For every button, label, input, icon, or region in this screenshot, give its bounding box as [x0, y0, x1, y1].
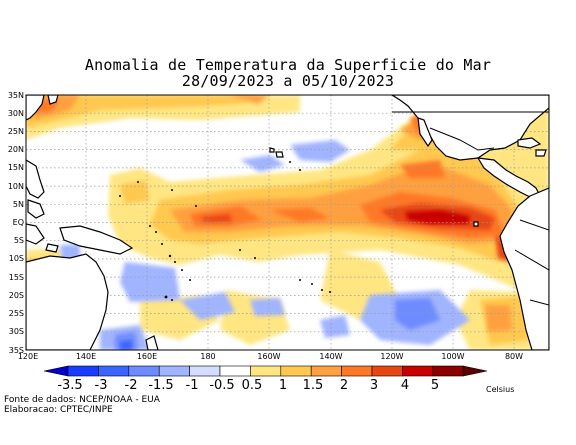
- colorbar-label: 0.5: [242, 378, 263, 393]
- colorbar-label: 2: [340, 378, 348, 393]
- colorbar-label: 4: [401, 378, 409, 393]
- colorbar-swatch: [98, 365, 130, 377]
- colorbar-swatch: [310, 365, 342, 377]
- colorbar-label: 5: [431, 378, 439, 393]
- lat-label: 30N: [8, 109, 24, 118]
- colorbar-swatch: [371, 365, 403, 377]
- colorbar-label: -0.5: [209, 378, 234, 393]
- author-credit: Elaboracao: CPTEC/INPE: [4, 405, 113, 415]
- anomaly-field: [26, 95, 549, 350]
- lon-label: 120W: [380, 352, 403, 361]
- lat-label: 20S: [9, 291, 24, 300]
- lat-label: EQ: [13, 218, 24, 227]
- colorbar-swatch: [128, 365, 160, 377]
- colorbar-swatch: [341, 365, 373, 377]
- lat-label: 35S: [9, 346, 24, 355]
- colorbar-label: -3.5: [57, 378, 82, 393]
- colorbar-labels: -3.5 -3 -2 -1.5 -1 -0.5 0.5 1 1.5 2 3 4 …: [57, 378, 439, 393]
- colorbar-label: -2: [125, 378, 138, 393]
- latitude-axis: 35N 30N 25N 20N 15N 10N 5N EQ 5S 10S 15S…: [8, 91, 24, 355]
- colorbar-label: 1: [279, 378, 287, 393]
- colorbar-label: 3: [370, 378, 378, 393]
- lon-label: 100W: [441, 352, 464, 361]
- colorbar-label: -1.5: [148, 378, 173, 393]
- map-date-range: 28/09/2023 a 05/10/2023: [181, 72, 395, 90]
- lon-label: 180: [200, 352, 215, 361]
- colorbar-swatch: [219, 365, 251, 377]
- colorbar-unit: Celsius: [486, 385, 514, 394]
- data-source-credit: Fonte de dados: NCEP/NOAA - EUA: [4, 395, 160, 405]
- colorbar-swatch: [402, 365, 434, 377]
- lon-label: 140E: [76, 352, 96, 361]
- lat-label: 5S: [14, 236, 24, 245]
- lon-label: 160W: [257, 352, 280, 361]
- lon-label: 140W: [319, 352, 342, 361]
- colorbar-label: -1: [186, 378, 199, 393]
- lon-label: 120E: [18, 352, 38, 361]
- lat-label: 15S: [9, 273, 24, 282]
- lon-label: 160E: [137, 352, 157, 361]
- lat-label: 30S: [9, 327, 24, 336]
- lat-label: 25S: [9, 309, 24, 318]
- lat-label: 10N: [8, 182, 24, 191]
- colorbar-swatch: [250, 365, 282, 377]
- colorbar-swatch: [67, 365, 99, 377]
- longitude-axis: 120E 140E 160E 180 160W 140W 120W 100W 8…: [18, 352, 523, 361]
- lat-label: 25N: [8, 127, 24, 136]
- colorbar-swatch: [189, 365, 221, 377]
- map-title: Anomalia de Temperatura da Superficie do…: [84, 56, 492, 74]
- lat-label: 35N: [8, 91, 24, 100]
- map-frame: [25, 94, 550, 351]
- lat-label: 15N: [8, 163, 24, 172]
- colorbar-swatch: [43, 365, 69, 377]
- colorbar-label: -3: [95, 378, 108, 393]
- lat-label: 20N: [8, 145, 24, 154]
- colorbar-swatch: [280, 365, 312, 377]
- colorbar-swatch: [158, 365, 190, 377]
- lat-label: 5N: [13, 200, 24, 209]
- colorbar-label: 1.5: [303, 378, 324, 393]
- colorbar: [43, 365, 488, 377]
- coastlines: [26, 95, 549, 350]
- colorbar-swatch: [432, 365, 464, 377]
- lat-label: 10S: [9, 254, 24, 263]
- colorbar-swatch: [462, 365, 488, 377]
- lon-label: 80W: [505, 352, 523, 361]
